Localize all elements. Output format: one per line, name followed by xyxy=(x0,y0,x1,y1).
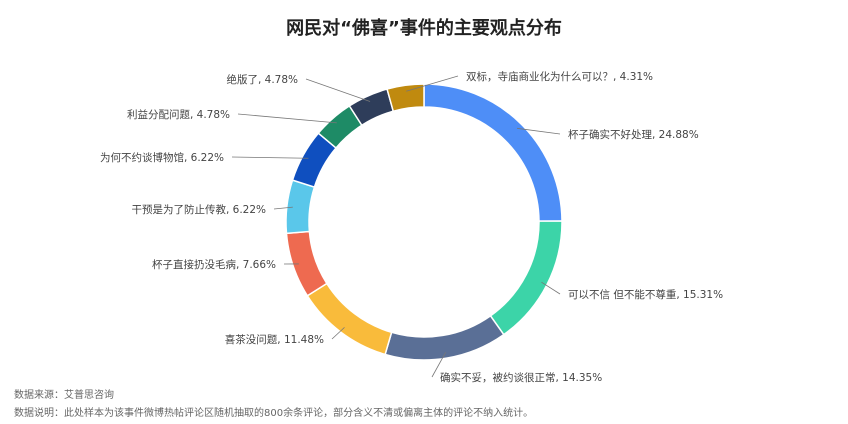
leader-line xyxy=(305,78,371,102)
slice-label: 双标，寺庙商业化为什么可以？, 4.31% xyxy=(466,70,653,83)
data-source: 数据来源：艾普思咨询 xyxy=(14,390,114,401)
leader-line xyxy=(273,206,293,210)
leader-line xyxy=(406,75,459,92)
data-note: 数据说明：此处样本为该事件微博热帖评论区随机抽取的800余条评论，部分含义不清或… xyxy=(14,408,534,419)
slice-label: 杯子直接扔没毛病, 7.66% xyxy=(152,258,276,271)
pie-slice xyxy=(384,314,505,361)
slice-label: 可以不信 但不能不尊重, 15.31% xyxy=(568,288,723,301)
slice-label: 为何不约谈博物馆, 6.22% xyxy=(100,151,224,164)
slice-label: 杯子确实不好处理, 24.88% xyxy=(568,128,699,141)
leader-line xyxy=(541,281,561,295)
chart-title: 网民对“佛喜”事件的主要观点分布 xyxy=(286,18,562,39)
pie-slice xyxy=(423,83,563,222)
leader-line xyxy=(331,327,345,340)
slice-label: 绝版了, 4.78% xyxy=(226,73,298,86)
slice-label: 确实不妥，被约谈很正常, 14.35% xyxy=(440,371,602,384)
leader-line xyxy=(516,127,561,135)
pie-slice xyxy=(386,83,425,113)
leader-line xyxy=(431,352,447,378)
slice-label: 喜茶没问题, 11.48% xyxy=(225,333,324,346)
slice-label: 利益分配问题, 4.78% xyxy=(127,108,230,121)
pie-slice xyxy=(489,220,563,336)
leader-line xyxy=(231,156,309,159)
slice-label: 干预是为了防止传教, 6.22% xyxy=(131,203,266,216)
leader-line xyxy=(237,113,337,124)
pie-slice xyxy=(285,179,316,235)
